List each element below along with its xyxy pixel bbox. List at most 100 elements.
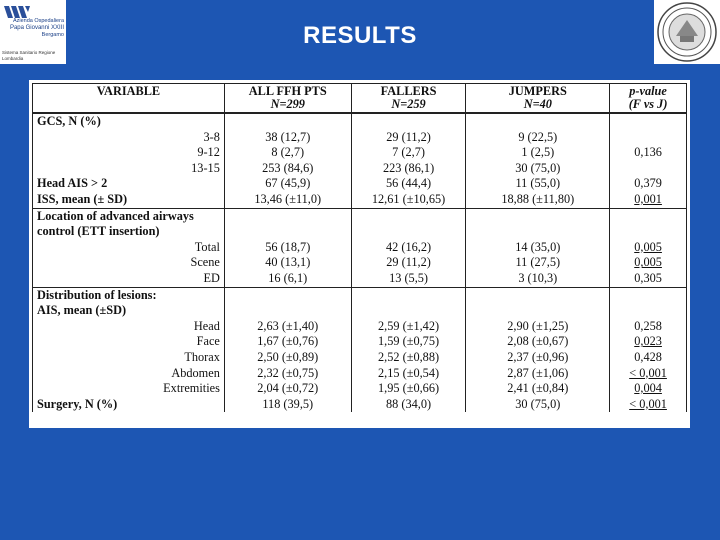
table-cell: 0,258 (609, 318, 687, 335)
table-cell: 0,379 (609, 176, 687, 192)
table-cell: 0,004 (609, 381, 687, 397)
table-cell (465, 113, 611, 130)
table-cell: 30 (75,0) (465, 160, 611, 177)
table-row: Location of advanced airways (32, 208, 687, 225)
table-row: ISS, mean (± SD) 13,46 (±11,0) 12,61 (±10,… (32, 191, 687, 209)
table-row: ED 16 (6,1) 13 (5,5) 3 (10,3) 0,305 (32, 270, 687, 288)
table-cell (223, 303, 352, 319)
table-row: Abdomen 2,32 (±0,75) 2,15 (±0,54) 2,87 (±1,… (32, 365, 687, 382)
table-cell (350, 224, 467, 240)
table-cell (609, 303, 687, 319)
table-cell (465, 208, 611, 225)
logo-line-1: Azienda Ospedaliera (12, 18, 64, 24)
table-row: Total 56 (18,7) 42 (16,2) 14 (35,0) 0,005 (32, 239, 687, 256)
column-header: VARIABLE (32, 83, 225, 114)
row-label: Head (32, 318, 225, 335)
column-header-sub: (F vs J) (628, 97, 668, 111)
hospital-logo: Azienda Ospedaliera Papa Giovanni XXIII … (0, 0, 66, 64)
table-cell: 2,63 (±1,40) (223, 318, 352, 335)
table-row: Thorax 2,50 (±0,89) 2,52 (±0,88) 2,37 (±0,9… (32, 349, 687, 366)
table-cell (465, 303, 611, 319)
table-cell: 7 (2,7) (350, 145, 467, 161)
table-cell: 0,005 (609, 255, 687, 271)
table-cell: 18,88 (±11,80) (465, 191, 611, 209)
table-row: 13-15 253 (84,6) 223 (86,1) 30 (75,0) (32, 160, 687, 177)
table-cell: 2,37 (±0,96) (465, 349, 611, 366)
column-header-sub: N=40 (523, 97, 552, 111)
table-row: 9-12 8 (2,7) 7 (2,7) 1 (2,5) 0,136 (32, 145, 687, 161)
row-label: Head AIS > 2 (32, 176, 225, 192)
table-row: control (ETT insertion) (32, 224, 687, 240)
table-cell: 3 (10,3) (465, 270, 611, 288)
table-cell: 13,46 (±11,0) (223, 191, 352, 209)
column-header-label: VARIABLE (96, 84, 161, 98)
table-cell (609, 224, 687, 240)
table-cell: 2,52 (±0,88) (350, 349, 467, 366)
table-cell: 11 (55,0) (465, 176, 611, 192)
table-row: Head AIS > 2 67 (45,9) 56 (44,4) 11 (55,0) 0… (32, 176, 687, 192)
table-cell: 2,08 (±0,67) (465, 334, 611, 350)
table-cell: 253 (84,6) (223, 160, 352, 177)
table-cell (223, 208, 352, 225)
table-cell: 0,005 (609, 239, 687, 256)
table-cell: 56 (18,7) (223, 239, 352, 256)
table-row: GCS, N (%) (32, 113, 687, 130)
table-cell: 40 (13,1) (223, 255, 352, 271)
table-cell: 2,87 (±1,06) (465, 365, 611, 382)
table-row: Face 1,67 (±0,76) 1,59 (±0,75) 2,08 (±0,67)… (32, 334, 687, 350)
table-cell: 9 (22,5) (465, 129, 611, 146)
table-cell: 0,305 (609, 270, 687, 288)
column-header: JUMPERS N=40 (465, 83, 611, 114)
table-cell (350, 208, 467, 225)
table-cell: 30 (75,0) (465, 396, 611, 413)
table-row: Scene 40 (13,1) 29 (11,2) 11 (27,5) 0,005 (32, 255, 687, 271)
table-row: Extremities 2,04 (±0,72) 1,95 (±0,66) 2,41 … (32, 381, 687, 397)
table-cell: 14 (35,0) (465, 239, 611, 256)
table-cell: 223 (86,1) (350, 160, 467, 177)
column-header: ALL FFH PTS N=299 (223, 83, 352, 114)
row-label: control (ETT insertion) (32, 224, 225, 240)
table-cell: 29 (11,2) (350, 129, 467, 146)
table-cell (609, 208, 687, 225)
column-header-label: FALLERS (380, 84, 437, 98)
table-cell: 0,136 (609, 145, 687, 161)
table-cell (609, 129, 687, 146)
row-label: ED (32, 270, 225, 288)
column-header: FALLERS N=259 (350, 83, 467, 114)
table-row: 3-8 38 (12,7) 29 (11,2) 9 (22,5) (32, 129, 687, 146)
table-cell (465, 287, 611, 304)
row-label: ISS, mean (± SD) (32, 191, 225, 209)
table-row: AIS, mean (±SD) (32, 303, 687, 319)
column-header-sub: N=299 (270, 97, 305, 111)
table-cell: 2,59 (±1,42) (350, 318, 467, 335)
results-table: VARIABLE ALL FFH PTS N=299 FALLERS N=259 JUMP… (32, 83, 687, 413)
page-title: RESULTS (303, 22, 417, 49)
row-label: GCS, N (%) (32, 113, 225, 130)
table-cell: 1,67 (±0,76) (223, 334, 352, 350)
row-label: Location of advanced airways (32, 208, 225, 225)
university-seal-icon (657, 2, 717, 62)
column-header-label: p-value (629, 84, 667, 98)
table-cell (350, 113, 467, 130)
table-cell: 2,32 (±0,75) (223, 365, 352, 382)
row-label: Total (32, 239, 225, 256)
row-label: Scene (32, 255, 225, 271)
column-header: p-value (F vs J) (609, 83, 687, 114)
table-cell: 16 (6,1) (223, 270, 352, 288)
row-label: Face (32, 334, 225, 350)
table-cell (609, 287, 687, 304)
table-cell: 11 (27,5) (465, 255, 611, 271)
table-cell (350, 287, 467, 304)
table-cell (465, 224, 611, 240)
row-label: 3-8 (32, 129, 225, 146)
table-cell: 2,04 (±0,72) (223, 381, 352, 397)
table-cell: 8 (2,7) (223, 145, 352, 161)
row-label: Distribution of lesions: (32, 287, 225, 304)
row-label: Thorax (32, 349, 225, 366)
row-label: AIS, mean (±SD) (32, 303, 225, 319)
table-cell: 2,41 (±0,84) (465, 381, 611, 397)
row-label: 13-15 (32, 160, 225, 177)
table-cell: 42 (16,2) (350, 239, 467, 256)
table-cell: 56 (44,4) (350, 176, 467, 192)
column-header-label: JUMPERS (508, 84, 567, 98)
